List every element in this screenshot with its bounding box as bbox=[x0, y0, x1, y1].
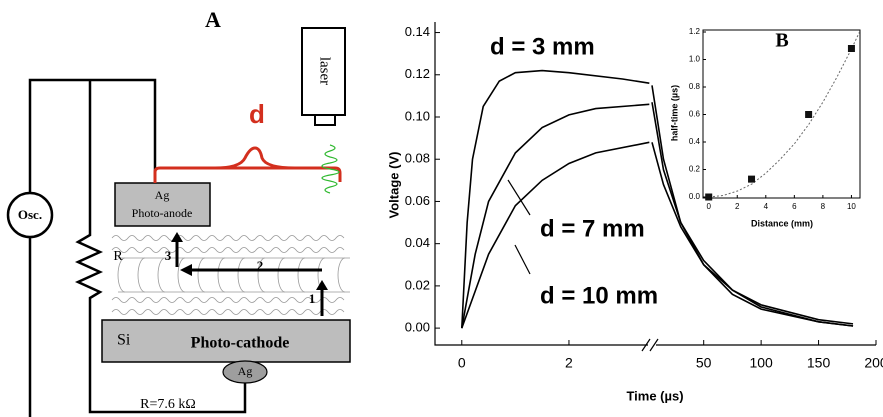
osc-label: Osc. bbox=[18, 207, 42, 222]
step-label: 2 bbox=[257, 258, 264, 273]
point bbox=[748, 175, 756, 183]
circuit-wire bbox=[28, 78, 157, 417]
distance-label: d bbox=[249, 99, 265, 129]
cathode bbox=[101, 319, 351, 363]
inset-y-tick-label: 0.2 bbox=[689, 165, 701, 174]
inset-y-tick-label: 0.8 bbox=[689, 82, 701, 91]
anode bbox=[114, 182, 211, 227]
inset-x-tick-label: 10 bbox=[847, 202, 856, 211]
main-axes bbox=[434, 22, 876, 352]
series-label: d = 3 mm bbox=[490, 33, 595, 60]
cathode-label: Photo-cathode bbox=[191, 335, 290, 352]
inset-x-tick-label: 6 bbox=[792, 202, 797, 211]
y-tick-label: 0.04 bbox=[405, 235, 430, 250]
x-axis-title: Time (µs) bbox=[626, 388, 683, 403]
brace bbox=[214, 146, 296, 170]
series-line bbox=[461, 141, 650, 329]
point bbox=[847, 45, 855, 52]
series-line bbox=[460, 69, 650, 329]
inset-x-tick-label: 4 bbox=[764, 202, 769, 211]
step-label: 1 bbox=[309, 291, 316, 306]
diagram bbox=[6, 27, 351, 417]
series-line bbox=[651, 102, 854, 327]
laser-label: laser bbox=[317, 57, 333, 85]
cathode-contact bbox=[222, 360, 268, 384]
x-tick-label: 2 bbox=[565, 355, 573, 371]
arrow-heads bbox=[171, 232, 328, 290]
series-label: d = 7 mm bbox=[540, 215, 645, 242]
arrows bbox=[175, 240, 324, 316]
inset-x-tick-label: 8 bbox=[821, 202, 826, 211]
panel-label: B bbox=[775, 30, 788, 52]
x-tick-label: 0 bbox=[458, 355, 466, 371]
inset-y-tick-label: 1.2 bbox=[689, 27, 701, 36]
panel-label: A bbox=[205, 7, 221, 32]
x-tick-label: 100 bbox=[749, 355, 773, 371]
inset-frame bbox=[702, 29, 861, 199]
resistance-label: R=7.6 kΩ bbox=[140, 397, 196, 412]
laser-beam bbox=[321, 144, 340, 194]
y-tick-label: 0.08 bbox=[405, 151, 430, 166]
y-axis-title: Voltage (V) bbox=[386, 152, 401, 219]
x-tick-label: 150 bbox=[807, 355, 831, 371]
laser-nozzle bbox=[314, 114, 336, 126]
inset-y-tick-label: 1.0 bbox=[689, 55, 701, 64]
anode-label: Photo-anode bbox=[132, 206, 193, 220]
anode-metal: Ag bbox=[155, 188, 170, 202]
inset-y-tick-label: 0.6 bbox=[689, 110, 701, 119]
series-label-leaders bbox=[507, 179, 531, 275]
series-line bbox=[461, 103, 650, 329]
fit-curve bbox=[708, 30, 861, 198]
diagram-labels: A laser d Ag Photo-anode Osc. R 1 2 3 Si… bbox=[18, 7, 333, 412]
distance-bracket bbox=[153, 166, 342, 183]
y-tick-label: 0.12 bbox=[405, 66, 430, 81]
x-tick-label: 200 bbox=[864, 355, 883, 371]
y-tick-label: 0.06 bbox=[405, 193, 430, 208]
oscilloscope bbox=[6, 191, 54, 239]
series-line bbox=[651, 142, 854, 325]
resistor-label: R bbox=[113, 249, 123, 264]
y-tick-label: 0.14 bbox=[405, 24, 430, 39]
substrate-label: Si bbox=[117, 332, 131, 349]
layers bbox=[111, 235, 350, 315]
y-tick-label: 0.10 bbox=[405, 108, 430, 123]
y-tick-label: 0.00 bbox=[405, 320, 430, 335]
inset-x-title: Distance (mm) bbox=[751, 218, 813, 228]
inset-x-tick-label: 0 bbox=[706, 202, 711, 211]
cathode-metal: Ag bbox=[238, 364, 253, 378]
point bbox=[805, 111, 813, 118]
resistor-wire bbox=[74, 80, 247, 414]
point bbox=[705, 193, 713, 201]
step-label: 3 bbox=[165, 248, 172, 263]
inset-y-tick-label: 0.4 bbox=[689, 137, 701, 146]
inset-x-tick-label: 2 bbox=[735, 202, 740, 211]
y-tick-label: 0.02 bbox=[405, 277, 430, 292]
x-tick-label: 50 bbox=[696, 355, 712, 371]
series-label: d = 10 mm bbox=[540, 282, 658, 309]
inset-y-tick-label: 0.0 bbox=[689, 192, 701, 201]
inset-y-title: half-time (µs) bbox=[669, 85, 679, 141]
